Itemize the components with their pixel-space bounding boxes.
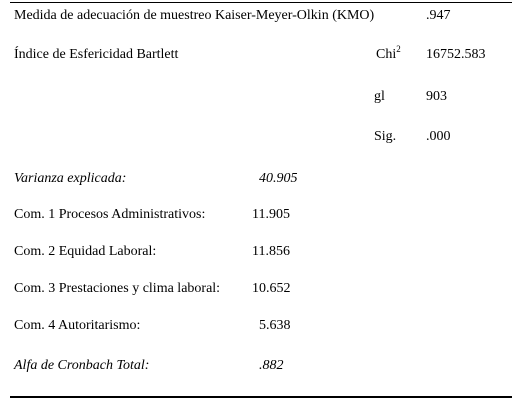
gl-label: gl (374, 89, 385, 104)
chi-label: Chi2 (376, 44, 401, 63)
sig-value: .000 (426, 129, 451, 144)
component-label: Com. 3 Prestaciones y clima laboral: (14, 281, 221, 296)
alpha-label: Alfa de Cronbach Total: (14, 358, 150, 373)
sig-label: Sig. (374, 129, 397, 144)
table-bottom-rule (10, 396, 512, 398)
component-value: 5.638 (259, 318, 291, 333)
table-top-rule (10, 2, 512, 3)
component-label: Com. 2 Equidad Laboral: (14, 244, 157, 259)
component-label: Com. 4 Autoritarismo: (14, 318, 141, 333)
alpha-value: .882 (259, 358, 284, 373)
component-value: 10.652 (252, 281, 291, 296)
gl-value: 903 (426, 89, 447, 104)
component-value: 11.905 (252, 207, 290, 222)
kmo-value: .947 (426, 8, 451, 23)
variance-label: Varianza explicada: (14, 171, 127, 186)
bartlett-label: Índice de Esfericidad Bartlett (14, 47, 179, 62)
component-label: Com. 1 Procesos Administrativos: (14, 207, 206, 222)
chi-value: 16752.583 (426, 47, 486, 62)
kmo-label: Medida de adecuación de muestreo Kaiser-… (14, 8, 375, 23)
component-value: 11.856 (252, 244, 290, 259)
chi-superscript: 2 (396, 44, 401, 54)
variance-value: 40.905 (259, 171, 298, 186)
